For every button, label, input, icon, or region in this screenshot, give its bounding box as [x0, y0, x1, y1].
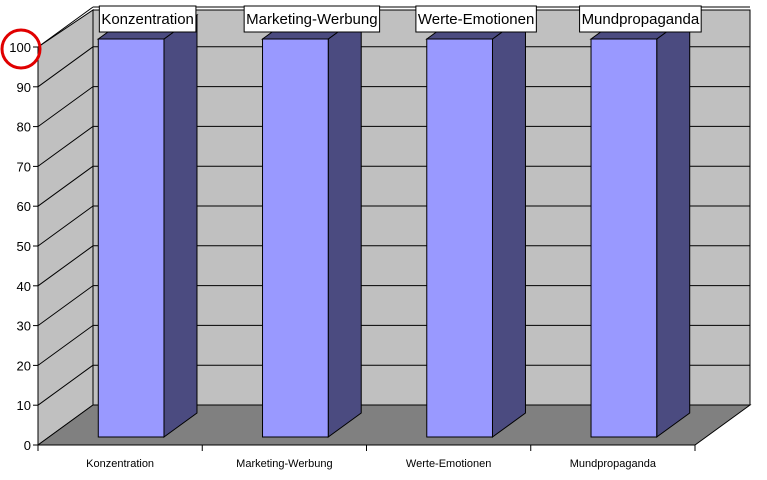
bar-side	[656, 14, 691, 438]
gridline-side	[37, 245, 94, 287]
data-label-box	[415, 5, 537, 33]
bar	[262, 38, 329, 438]
data-label-text: Marketing-Werbung	[246, 11, 377, 28]
data-label: Werte-Emotionen	[415, 5, 537, 33]
y-tick-label: 40	[17, 279, 31, 294]
data-label-box	[243, 5, 381, 33]
gridline-side	[37, 285, 94, 327]
gridline-side	[37, 205, 94, 247]
gridline-side	[37, 165, 94, 207]
data-label: Konzentration	[98, 5, 197, 33]
y-tick-label: 10	[17, 398, 31, 413]
y-tick-label: 80	[17, 120, 31, 135]
data-label-text: Mundpropaganda	[582, 11, 700, 28]
data-label-box	[579, 5, 702, 33]
gridline-side	[37, 86, 94, 128]
x-tick-label: Marketing-Werbung	[236, 458, 332, 470]
bar	[426, 38, 493, 438]
gridline-side	[37, 324, 94, 366]
labels: 0 10 20 30 40 50 60 70 80 90 100 Konzentration Konze…	[9, 5, 702, 470]
axes	[33, 46, 696, 451]
y-tick-label: 90	[17, 80, 31, 95]
y-tick-label: 50	[17, 239, 31, 254]
gridline-side	[37, 125, 94, 167]
bar-side	[491, 14, 526, 438]
bars	[96, 14, 692, 438]
gridline-side	[37, 6, 94, 48]
annotation-circle	[0, 28, 42, 70]
data-label-text: Konzentration	[101, 11, 194, 28]
data-label-text: Werte-Emotionen	[418, 11, 534, 28]
y-tick-label: 70	[17, 159, 31, 174]
y-tick-label: 20	[17, 358, 31, 373]
x-tick-label: Konzentration	[86, 458, 154, 470]
y-tick-label: 60	[17, 199, 31, 214]
bar-side	[163, 14, 198, 438]
y-tick-label: 0	[24, 438, 31, 453]
y-tick-label: 100	[9, 40, 31, 55]
data-label-box	[98, 5, 197, 33]
bar-side	[327, 14, 362, 438]
x-tick-label: Mundpropaganda	[570, 458, 657, 470]
data-label: Mundpropaganda	[579, 5, 702, 33]
bar	[97, 38, 165, 438]
bar	[590, 38, 658, 438]
gridline-side	[37, 364, 94, 406]
side-wall	[37, 9, 94, 446]
y-tick-label: 30	[17, 319, 31, 334]
gridline-side	[37, 46, 94, 88]
x-tick-label: Werte-Emotionen	[406, 458, 491, 470]
data-label: Marketing-Werbung	[243, 5, 381, 33]
